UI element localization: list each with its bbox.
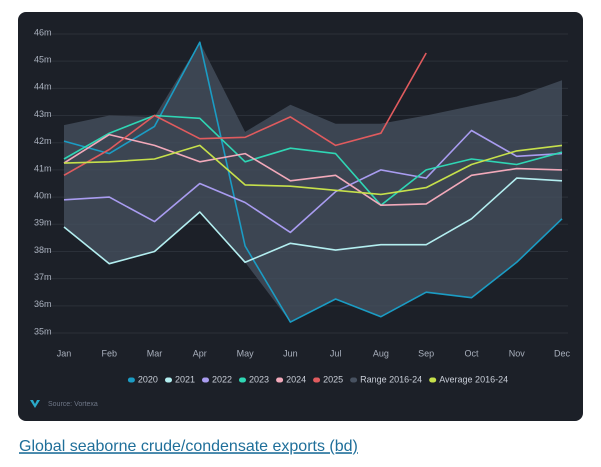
- range-area: [64, 42, 562, 323]
- series-line: [63, 144, 563, 196]
- legend-swatch: [313, 377, 321, 383]
- x-tick-label: Sep: [418, 348, 434, 358]
- legend-label: 2025: [323, 374, 343, 384]
- y-tick-label: 45m: [34, 55, 52, 65]
- legend-item: 2025: [313, 374, 343, 384]
- x-tick-label: Jun: [283, 348, 298, 358]
- y-tick-label: 42m: [34, 136, 52, 146]
- x-tick-label: Apr: [193, 348, 207, 358]
- x-tick-label: Mar: [147, 348, 163, 358]
- series-line: [63, 133, 563, 206]
- logo: [30, 400, 40, 408]
- y-tick-label: 36m: [34, 299, 52, 309]
- legend-label: 2024: [286, 374, 306, 384]
- legend-label: 2022: [212, 374, 232, 384]
- source: Source: Vortexa: [48, 401, 98, 408]
- legend-item: Average 2016-24: [429, 374, 508, 384]
- legend-label: Average 2016-24: [439, 374, 508, 384]
- y-tick-label: 41m: [34, 163, 52, 173]
- legend-label: Range 2016-24: [360, 374, 422, 384]
- legend-label: 2023: [249, 374, 269, 384]
- x-tick-label: Nov: [509, 348, 526, 358]
- x-tick-label: Oct: [464, 348, 479, 358]
- legend-item: Range 2016-24: [350, 374, 422, 384]
- legend-item: 2020: [127, 374, 158, 384]
- x-tick-label: May: [237, 348, 255, 358]
- y-tick-label: 43m: [34, 109, 52, 119]
- x-axis: Jan Feb Mar Apr May Jun Jul Aug Sep Oct Nov Dec: [57, 348, 571, 358]
- x-tick-label: Aug: [373, 348, 389, 358]
- y-tick-label: 35m: [34, 326, 52, 336]
- legend-item: 2024: [276, 374, 306, 384]
- y-tick-label: 37m: [34, 272, 52, 282]
- x-tick-label: Feb: [102, 348, 118, 358]
- legend-swatch: [127, 377, 135, 383]
- legend-swatch: [429, 377, 437, 383]
- legend-swatch: [276, 377, 284, 383]
- y-tick-label: 40m: [34, 190, 52, 200]
- legend-item: 2022: [202, 374, 232, 384]
- series-line: [63, 177, 563, 265]
- legend-item: 2023: [239, 374, 269, 384]
- y-tick-label: 46m: [34, 27, 52, 37]
- legend-item: 2021: [165, 374, 195, 384]
- y-tick-label: 39m: [34, 218, 52, 228]
- legend-swatch: [165, 377, 172, 383]
- y-tick-label: 38m: [34, 245, 52, 255]
- legend-swatch: [239, 377, 246, 383]
- x-tick-label: Jan: [57, 348, 72, 358]
- legend-swatch: [350, 377, 358, 383]
- y-tick-label: 44m: [34, 82, 52, 92]
- series-line: [63, 114, 563, 206]
- series-line: [63, 52, 427, 176]
- legend-swatch: [202, 377, 209, 383]
- x-tick-label: Dec: [554, 348, 571, 358]
- series-line: [63, 41, 563, 323]
- plot: [63, 41, 563, 323]
- series-line: [63, 129, 563, 234]
- x-tick-label: Jul: [330, 348, 342, 358]
- legend-label: 2020: [138, 374, 158, 384]
- legend: 2020 2021 2022 2023 2024 2025 Range 2016-24 Ave…: [127, 374, 508, 384]
- caption-link[interactable]: Global seaborne crude/condensate exports…: [19, 438, 358, 455]
- legend-label: 2021: [175, 374, 195, 384]
